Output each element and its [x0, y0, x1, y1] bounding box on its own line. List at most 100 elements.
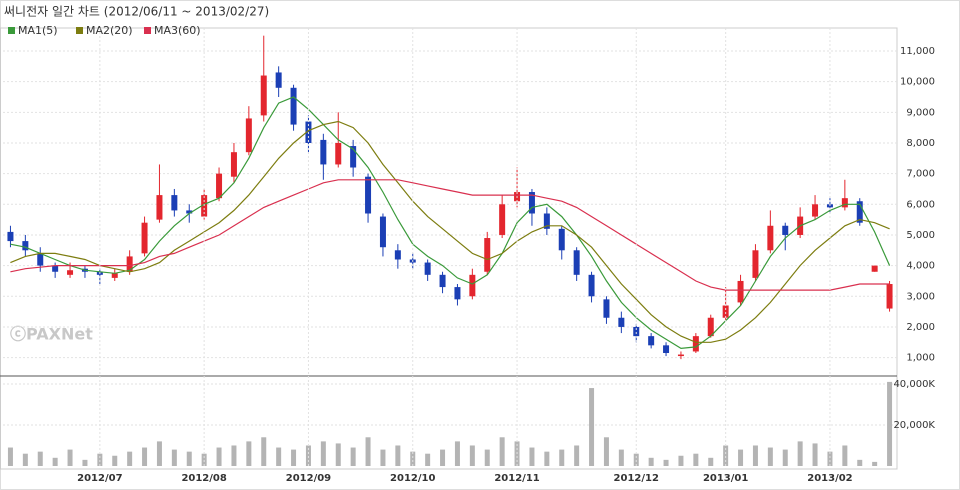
chart-title: 써니전자 일간 차트 (2012/06/11 ~ 2013/02/27) — [4, 5, 269, 19]
volume-bar — [589, 388, 595, 466]
candle-body — [171, 195, 178, 211]
volume-bar — [678, 455, 684, 466]
candle-body — [752, 250, 759, 278]
volume-bar — [559, 449, 565, 466]
candle-body — [812, 204, 819, 217]
watermark: ⓒPAXNet — [10, 325, 93, 344]
candle-body — [52, 265, 59, 272]
volume-bar — [544, 451, 550, 466]
y-tick-label: 40,000K — [893, 379, 935, 390]
candle-body — [126, 256, 133, 272]
volume-bar — [186, 451, 192, 466]
x-tick-label: 2012/07 — [77, 473, 122, 484]
candle-body — [648, 336, 655, 346]
candle-body — [722, 305, 729, 318]
candle-body — [186, 210, 193, 214]
candle-body — [320, 139, 327, 165]
volume-bar — [469, 445, 475, 466]
candle-body — [737, 280, 744, 303]
volume-bar — [425, 453, 431, 466]
candle-body — [841, 198, 848, 208]
volume-bar — [395, 445, 401, 466]
candle-body — [677, 354, 684, 357]
volume-bar — [201, 453, 207, 466]
candle-body — [439, 274, 446, 288]
candle-body — [290, 87, 297, 125]
candle-body — [528, 192, 535, 214]
y-tick-label: 11,000 — [900, 46, 935, 57]
candle-body — [350, 146, 357, 168]
candle-body — [424, 262, 431, 275]
legend-swatch — [144, 27, 151, 34]
volume-bar — [499, 437, 505, 466]
volume-bar — [618, 449, 624, 466]
volume-bar — [603, 437, 609, 466]
volume-bar — [454, 441, 460, 466]
candle-body — [469, 274, 476, 297]
candle-body — [454, 287, 461, 300]
volume-bar — [708, 457, 714, 466]
volume-bar — [484, 449, 490, 466]
x-tick-label: 2013/01 — [703, 473, 748, 484]
candle-body — [692, 336, 699, 352]
candle-body — [365, 176, 372, 214]
volume-bar — [797, 441, 803, 466]
volume-bar — [380, 449, 386, 466]
volume-bar — [291, 449, 297, 466]
candle-body — [618, 317, 625, 327]
volume-bar — [52, 457, 58, 466]
candle-body — [603, 299, 610, 318]
volume-bar — [261, 437, 267, 466]
candle-body — [245, 118, 252, 153]
volume-bar — [529, 447, 535, 466]
candle-body — [782, 225, 789, 235]
x-tick-label: 2013/02 — [807, 473, 852, 484]
y-tick-label: 3,000 — [906, 291, 935, 302]
ma-line — [10, 96, 891, 350]
candle-body — [871, 265, 878, 272]
candle-body — [499, 204, 506, 235]
y-tick-label: 8,000 — [906, 138, 935, 149]
candle-body — [663, 345, 670, 354]
volume-bar — [305, 445, 311, 466]
y-tick-label: 10,000 — [900, 77, 935, 88]
volume-bar — [723, 445, 729, 466]
volume-bar — [887, 381, 893, 466]
candle-body — [275, 72, 282, 88]
y-tick-label: 6,000 — [906, 199, 935, 210]
candle-body — [7, 231, 14, 242]
volume-bar — [872, 461, 878, 466]
volume-bar — [156, 441, 162, 466]
volume-bar — [335, 443, 341, 466]
candle-body — [856, 201, 863, 223]
legend-label: MA1(5) — [18, 24, 58, 37]
candle-body — [707, 317, 714, 337]
volume-bar — [767, 447, 773, 466]
volume-bar — [410, 451, 416, 466]
x-tick-label: 2012/08 — [181, 473, 226, 484]
volume-bar — [365, 437, 371, 466]
volume-bar — [171, 449, 177, 466]
candle-body — [141, 222, 148, 254]
x-tick-label: 2012/09 — [286, 473, 331, 484]
volume-bar — [231, 445, 237, 466]
y-tick-label: 4,000 — [906, 261, 935, 272]
y-tick-label: 5,000 — [906, 230, 935, 241]
y-tick-label: 9,000 — [906, 107, 935, 118]
candle-body — [767, 225, 774, 251]
x-tick-label: 2012/12 — [614, 473, 659, 484]
volume-bar — [440, 449, 446, 466]
candle-body — [379, 216, 386, 248]
x-tick-label: 2012/10 — [390, 473, 435, 484]
volume-bar — [752, 445, 758, 466]
candle-body — [230, 152, 237, 177]
candle-body — [543, 213, 550, 229]
ma-line — [10, 179, 890, 291]
volume-bar — [782, 449, 788, 466]
volume-bar — [7, 447, 13, 466]
candle-body — [573, 250, 580, 275]
candle-body — [588, 274, 595, 297]
volume-bar — [827, 451, 833, 466]
volume-bar — [37, 451, 43, 466]
